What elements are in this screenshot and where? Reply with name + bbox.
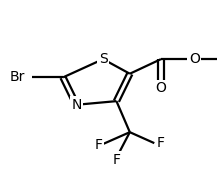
Text: N: N: [71, 98, 82, 112]
Text: O: O: [155, 81, 166, 95]
Text: O: O: [189, 52, 200, 66]
Text: F: F: [95, 138, 103, 152]
Text: F: F: [157, 136, 164, 150]
Text: F: F: [112, 153, 121, 167]
Text: Br: Br: [10, 70, 25, 84]
Text: S: S: [99, 52, 108, 66]
